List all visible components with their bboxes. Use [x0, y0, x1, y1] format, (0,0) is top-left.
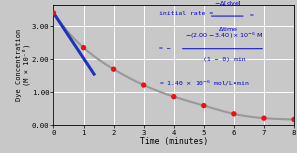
Text: $-(2.00 - 3.40)\times10^{-6}$ M: $-(2.00 - 3.40)\times10^{-6}$ M — [185, 31, 263, 41]
Text: = −: = − — [159, 46, 171, 51]
Text: =: = — [249, 14, 253, 19]
Text: initial rate =: initial rate = — [159, 11, 214, 16]
Text: $-\Delta$[dye]: $-\Delta$[dye] — [214, 0, 242, 8]
Point — [141, 84, 146, 86]
Point — [232, 113, 236, 115]
Point — [262, 117, 266, 119]
X-axis label: Time (minutes): Time (minutes) — [140, 137, 208, 146]
Point — [81, 46, 86, 49]
Text: $\Delta$time: $\Delta$time — [218, 24, 238, 33]
Point — [171, 95, 176, 98]
Y-axis label: Dye Concentration
(M × 10⁻⁶): Dye Concentration (M × 10⁻⁶) — [16, 29, 30, 101]
Text: (1 − 0) min: (1 − 0) min — [203, 57, 246, 62]
Text: = 1.40 $\times$ 10$^{-6}$ mol/L$\bullet$min: = 1.40 $\times$ 10$^{-6}$ mol/L$\bullet$… — [159, 78, 250, 88]
Point — [51, 12, 56, 14]
Point — [292, 118, 296, 121]
Point — [111, 68, 116, 70]
Point — [201, 104, 206, 107]
